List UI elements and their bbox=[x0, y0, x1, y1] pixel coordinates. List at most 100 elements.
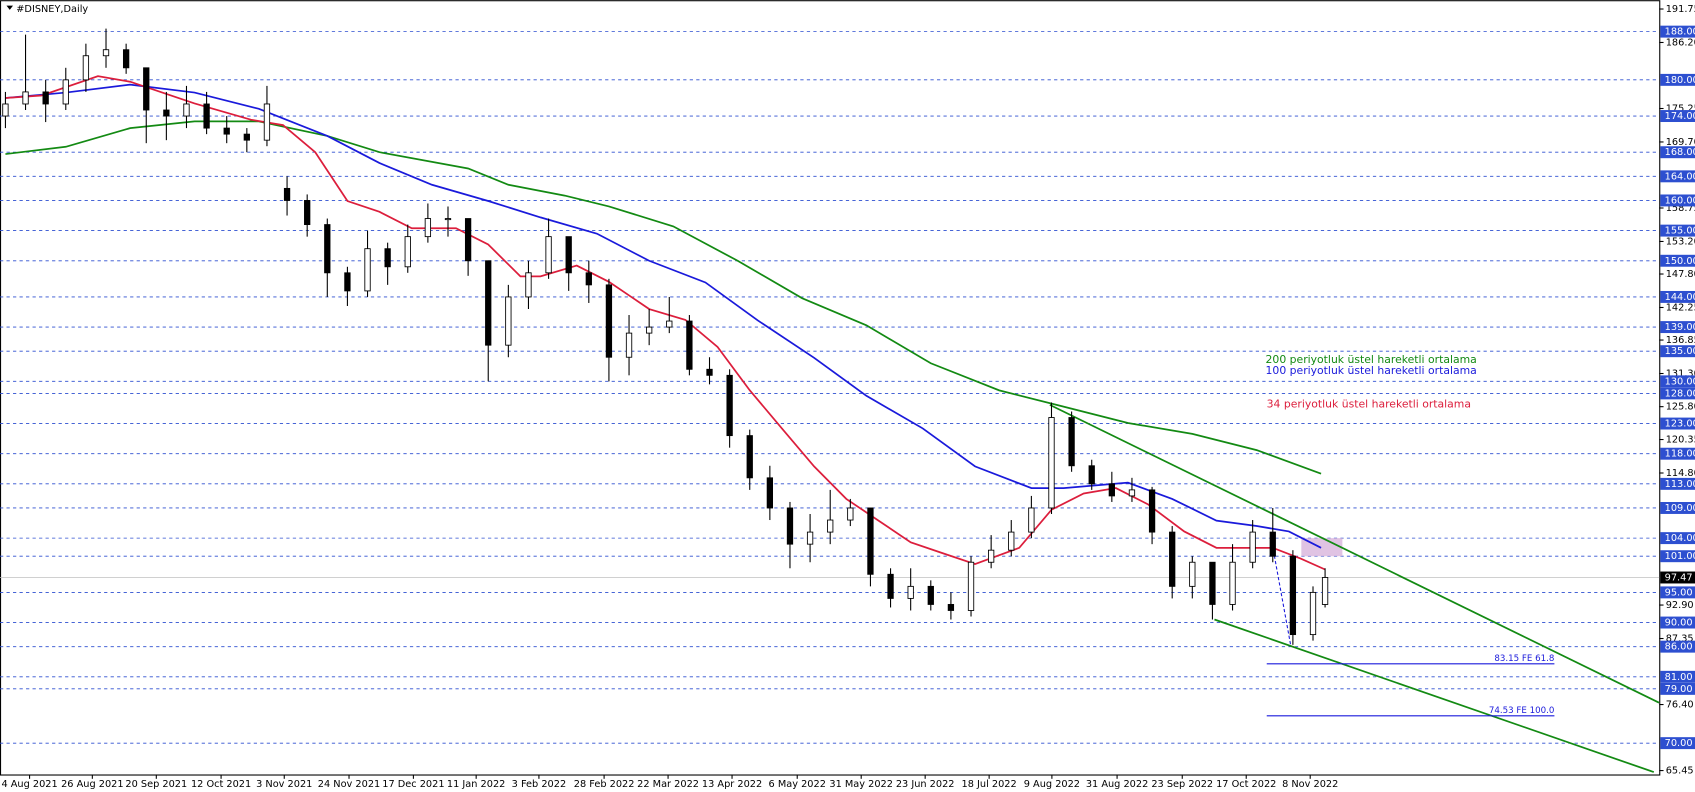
candle-body bbox=[605, 284, 613, 358]
candle-body bbox=[485, 260, 492, 346]
trendline bbox=[1049, 404, 1660, 704]
candle-body bbox=[42, 91, 49, 105]
level-label-box bbox=[1660, 146, 1695, 159]
candle-body bbox=[686, 320, 693, 370]
candle-body bbox=[1209, 561, 1216, 605]
trendline bbox=[1214, 618, 1655, 773]
candle-body bbox=[2, 103, 9, 117]
level-label: 128.00 bbox=[1665, 388, 1695, 399]
level-label-box bbox=[1660, 387, 1695, 400]
candle-body bbox=[1229, 561, 1236, 605]
candle-body bbox=[1169, 531, 1176, 587]
candle-body bbox=[706, 368, 713, 376]
candle-body bbox=[806, 531, 814, 545]
candle-body bbox=[565, 236, 572, 274]
level-label-box bbox=[1660, 447, 1695, 460]
chart-title: #DISNEY,Daily bbox=[16, 4, 88, 15]
candle-body bbox=[243, 133, 250, 141]
candle-body bbox=[545, 236, 552, 274]
candle-body bbox=[525, 272, 532, 298]
level-label: 164.00 bbox=[1665, 171, 1695, 182]
menu-arrow[interactable] bbox=[6, 5, 14, 10]
candle-body bbox=[1008, 531, 1015, 551]
x-tick-label: 9 Aug 2022 bbox=[1024, 779, 1080, 790]
candle-body bbox=[22, 91, 29, 105]
x-tick-label: 3 Feb 2022 bbox=[512, 779, 566, 790]
level-label-box bbox=[1660, 290, 1695, 303]
y-tick-label: 158.75 bbox=[1666, 203, 1695, 214]
x-tick-label: 13 Apr 2022 bbox=[702, 779, 762, 790]
level-label-box bbox=[1660, 224, 1695, 237]
plot-frame bbox=[0, 0, 1661, 776]
trendline bbox=[1273, 555, 1292, 645]
y-tick-label: 92.90 bbox=[1666, 600, 1694, 611]
candle-body bbox=[1148, 489, 1156, 533]
y-tick-label: 65.45 bbox=[1666, 766, 1694, 777]
candle-body bbox=[304, 200, 311, 226]
candle-body bbox=[967, 561, 975, 611]
level-label: 180.00 bbox=[1665, 75, 1695, 86]
y-tick-label: 131.30 bbox=[1666, 369, 1695, 380]
candle-body bbox=[1048, 417, 1055, 509]
candle-body bbox=[163, 109, 170, 117]
moving-average bbox=[5, 83, 1322, 549]
candle-body bbox=[585, 272, 592, 286]
candle-body bbox=[404, 236, 411, 268]
x-tick-label: 26 Aug 2021 bbox=[61, 779, 123, 790]
level-label: 174.00 bbox=[1665, 111, 1695, 122]
level-label: 118.00 bbox=[1665, 449, 1695, 460]
candle-body bbox=[1128, 489, 1136, 497]
level-label: 90.00 bbox=[1665, 618, 1693, 629]
level-label: 79.00 bbox=[1665, 684, 1693, 695]
level-label: 139.00 bbox=[1665, 322, 1695, 333]
level-label-box bbox=[1660, 345, 1695, 358]
candle-body bbox=[1289, 555, 1297, 636]
level-label-box bbox=[1660, 586, 1695, 599]
level-label-box bbox=[1660, 375, 1695, 388]
level-label-box bbox=[1660, 110, 1695, 123]
level-label: 123.00 bbox=[1665, 419, 1695, 430]
level-label-box bbox=[1660, 194, 1695, 207]
x-tick-label: 22 Mar 2022 bbox=[637, 779, 699, 790]
level-label: 101.00 bbox=[1665, 551, 1695, 562]
candle-body bbox=[666, 320, 673, 328]
y-tick-label: 76.40 bbox=[1666, 700, 1694, 711]
candle-body bbox=[464, 218, 472, 262]
x-tick-label: 17 Oct 2022 bbox=[1216, 779, 1276, 790]
y-tick-label: 153.20 bbox=[1666, 236, 1695, 247]
y-tick-label: 169.70 bbox=[1666, 137, 1695, 148]
candle-body bbox=[505, 296, 512, 346]
level-label: 70.00 bbox=[1665, 738, 1693, 749]
level-label-box bbox=[1660, 682, 1695, 695]
candle-body bbox=[907, 585, 914, 599]
candle-body bbox=[726, 374, 733, 437]
candle-body bbox=[847, 507, 854, 521]
level-label: 168.00 bbox=[1665, 147, 1695, 158]
level-label: 150.00 bbox=[1665, 256, 1695, 267]
y-tick-label: 125.80 bbox=[1666, 402, 1695, 413]
level-label-box bbox=[1660, 417, 1695, 430]
x-tick-label: 8 Nov 2022 bbox=[1282, 779, 1338, 790]
y-tick-label: 136.85 bbox=[1666, 335, 1695, 346]
y-tick-label: 120.35 bbox=[1666, 435, 1695, 446]
candle-body bbox=[1189, 561, 1196, 587]
candle-body bbox=[424, 218, 432, 238]
candle-body bbox=[927, 585, 934, 605]
candle-body bbox=[444, 218, 452, 221]
y-tick-label: 114.80 bbox=[1666, 468, 1695, 479]
x-tick-label: 17 Dec 2021 bbox=[382, 779, 444, 790]
level-label: 86.00 bbox=[1665, 642, 1693, 653]
x-tick-label: 12 Oct 2021 bbox=[191, 779, 251, 790]
candle-body bbox=[987, 549, 995, 563]
level-label: 95.00 bbox=[1665, 587, 1693, 598]
candle-body bbox=[122, 49, 130, 69]
x-tick-label: 23 Jun 2022 bbox=[896, 779, 955, 790]
level-label-box bbox=[1660, 477, 1695, 490]
moving-average bbox=[5, 75, 1326, 571]
candle-body bbox=[102, 49, 110, 57]
candle-body bbox=[223, 127, 230, 135]
level-label: 144.00 bbox=[1665, 292, 1695, 303]
fibo-label: 83.15 FE 61.8 bbox=[1494, 654, 1554, 664]
candle-body bbox=[827, 519, 834, 533]
